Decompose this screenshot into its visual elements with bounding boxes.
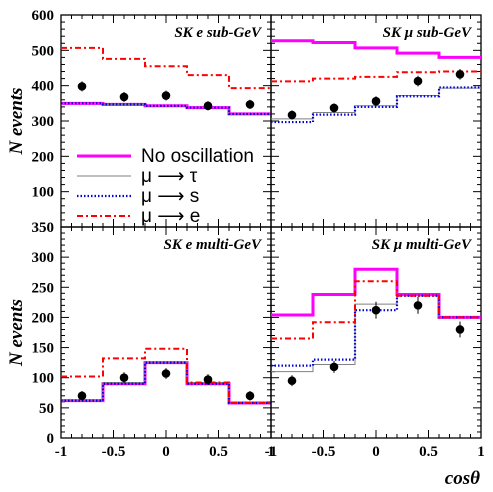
x-tick-label: -1 <box>265 444 278 460</box>
legend-item: μ ⟶ s <box>77 186 199 207</box>
data-point <box>119 92 129 102</box>
data-point <box>455 325 465 334</box>
panel-title: SK μ multi-GeV <box>372 237 473 253</box>
data-point <box>413 76 423 86</box>
y-tick-label: 100 <box>32 371 55 387</box>
data-point <box>161 91 171 100</box>
series-line <box>61 361 271 403</box>
series-line <box>61 101 271 116</box>
x-tick-label: -1 <box>55 444 68 460</box>
x-tick-label: -0.5 <box>312 444 336 460</box>
y-tick-label: 150 <box>32 341 55 357</box>
x-tick-label: 1 <box>477 444 485 460</box>
y-axis-title: N events <box>6 299 27 367</box>
panel-frame <box>60 226 272 439</box>
data-point <box>245 391 255 401</box>
tick-marks <box>60 226 272 439</box>
y-axis-title: N events <box>6 87 27 155</box>
data-point <box>203 101 213 111</box>
legend-label: No oscillation <box>141 146 254 167</box>
x-tick-label: 0.5 <box>419 444 438 460</box>
legend-item: No oscillation <box>77 146 254 167</box>
x-axis-title: cosθ <box>445 468 480 489</box>
data-point <box>329 362 339 372</box>
legend-label: μ ⟶ e <box>141 206 200 227</box>
series-line <box>61 361 271 405</box>
data-point <box>329 103 339 113</box>
panel-2: SK μ sub-GeV <box>270 14 482 228</box>
data-point <box>245 100 255 109</box>
y-tick-label: 200 <box>32 310 55 326</box>
tick-marks <box>270 226 482 439</box>
y-tick-label: 200 <box>32 149 55 165</box>
series-line <box>61 347 271 405</box>
data-point <box>371 96 381 106</box>
data-point <box>161 369 171 378</box>
series-line <box>61 102 271 116</box>
series-line <box>271 294 481 367</box>
panel-3: SK e multi-GeV <box>60 226 272 439</box>
panel-1: SK e sub-GeV <box>60 14 272 228</box>
series-line <box>271 39 481 59</box>
data-point <box>77 82 87 91</box>
y-tick-label: 100 <box>32 185 55 201</box>
y-tick-label: 50 <box>39 401 54 417</box>
y-tick-label: 500 <box>32 43 55 59</box>
legend-item: μ ⟶ e <box>77 206 200 227</box>
tick-marks <box>270 14 482 228</box>
x-tick-label: 0 <box>162 444 170 460</box>
data-point <box>413 301 423 310</box>
series-line <box>271 86 481 124</box>
y-tick-label: 350 <box>32 220 55 236</box>
y-tick-label: 300 <box>32 250 55 266</box>
y-tick-label: 250 <box>32 280 55 296</box>
x-tick-label: 0.5 <box>209 444 228 460</box>
data-point <box>77 391 87 401</box>
y-tick-label: 0 <box>47 431 55 447</box>
y-tick-label: 400 <box>32 79 55 95</box>
panel-title: SK e multi-GeV <box>163 237 263 253</box>
x-tick-label: -0.5 <box>102 444 126 460</box>
legend-item: μ ⟶ τ <box>77 166 198 187</box>
data-point <box>287 110 297 120</box>
data-point <box>203 375 213 384</box>
series-line <box>271 70 481 83</box>
y-tick-label: 300 <box>32 114 55 130</box>
x-tick-label: 1 <box>267 444 275 460</box>
tick-marks <box>60 14 272 228</box>
legend-label: μ ⟶ s <box>141 186 199 207</box>
data-point <box>119 373 129 383</box>
x-tick-label: 0 <box>372 444 380 460</box>
data-point <box>455 70 465 79</box>
legend-label: μ ⟶ τ <box>141 166 198 187</box>
data-point <box>287 376 297 386</box>
panel-frame <box>270 226 482 439</box>
y-tick-label: 600 <box>32 8 55 24</box>
panel-title: SK e sub-GeV <box>174 25 263 41</box>
series-line <box>61 46 271 90</box>
panel-4: SK μ multi-GeV <box>270 226 482 439</box>
data-point <box>371 305 381 315</box>
panel-title: SK μ sub-GeV <box>383 25 473 41</box>
